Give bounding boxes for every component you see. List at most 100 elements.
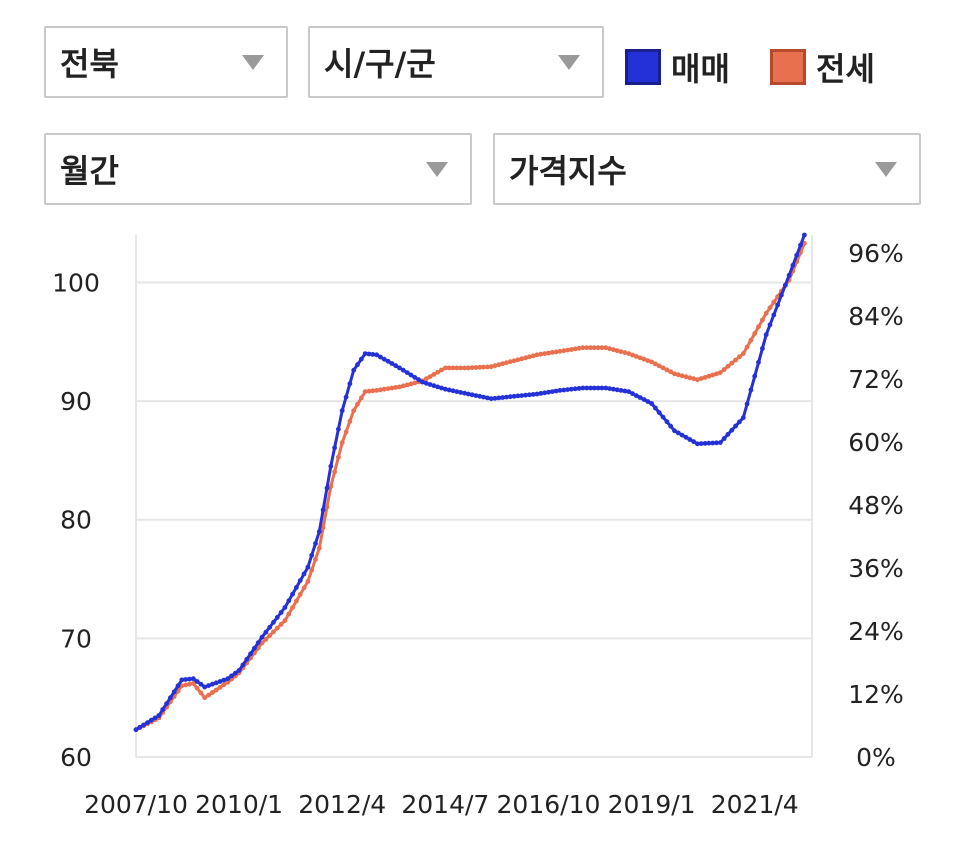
data-point bbox=[515, 393, 521, 399]
data-point bbox=[232, 670, 238, 676]
data-point bbox=[252, 645, 257, 651]
y-tick-label: 80 bbox=[60, 506, 92, 535]
data-point bbox=[591, 385, 597, 391]
data-point bbox=[221, 682, 227, 688]
data-point bbox=[653, 405, 658, 411]
data-point bbox=[316, 529, 322, 534]
data-point bbox=[240, 662, 246, 668]
data-point bbox=[213, 680, 219, 686]
data-point bbox=[527, 392, 532, 398]
legend-item-sale[interactable]: 매매 bbox=[625, 44, 730, 90]
data-point bbox=[286, 598, 292, 604]
data-point bbox=[771, 312, 777, 318]
data-point bbox=[294, 598, 299, 604]
data-point bbox=[465, 365, 471, 371]
data-point bbox=[775, 302, 780, 308]
data-point bbox=[790, 262, 796, 268]
data-point bbox=[297, 592, 303, 597]
data-point bbox=[435, 384, 441, 390]
data-point bbox=[771, 299, 777, 305]
legend-item-jeonse[interactable]: 전세 bbox=[770, 44, 875, 90]
data-point bbox=[305, 564, 311, 570]
data-point bbox=[683, 374, 689, 380]
data-point bbox=[194, 679, 200, 684]
data-point bbox=[397, 365, 402, 371]
data-point bbox=[523, 355, 528, 361]
data-point bbox=[668, 369, 674, 375]
legend-label-jeonse: 전세 bbox=[816, 50, 875, 88]
data-point bbox=[259, 634, 265, 640]
data-point bbox=[202, 684, 208, 690]
data-point bbox=[481, 364, 486, 370]
period-select-value: 월간 bbox=[60, 152, 119, 190]
data-point bbox=[763, 310, 769, 316]
data-point bbox=[225, 676, 231, 682]
data-point bbox=[530, 392, 536, 397]
data-point bbox=[427, 382, 433, 387]
data-point bbox=[454, 389, 460, 394]
data-point bbox=[714, 371, 719, 377]
data-point bbox=[366, 351, 372, 357]
data-point bbox=[316, 545, 322, 551]
data-point bbox=[611, 386, 616, 392]
data-point bbox=[488, 396, 494, 402]
data-point bbox=[595, 385, 601, 391]
data-point bbox=[683, 434, 689, 440]
data-point bbox=[160, 707, 166, 712]
data-point bbox=[324, 485, 330, 491]
data-point bbox=[515, 357, 521, 363]
data-point bbox=[618, 349, 624, 355]
data-point bbox=[446, 365, 452, 371]
data-point bbox=[286, 611, 292, 617]
region-select[interactable]: 전북 bbox=[44, 26, 288, 98]
data-point bbox=[389, 361, 395, 366]
data-point bbox=[633, 354, 639, 359]
metric-select[interactable]: 가격지수 bbox=[493, 133, 921, 205]
data-point bbox=[569, 347, 574, 352]
data-point bbox=[187, 676, 192, 682]
data-point bbox=[626, 389, 632, 394]
data-point bbox=[267, 624, 273, 630]
data-point bbox=[786, 272, 792, 278]
data-point bbox=[645, 399, 651, 404]
data-point bbox=[748, 387, 754, 393]
data-point bbox=[156, 713, 162, 718]
data-point bbox=[580, 385, 586, 391]
data-point bbox=[320, 525, 326, 530]
data-point bbox=[549, 389, 555, 394]
chevron-down-icon bbox=[875, 161, 897, 177]
chevron-down-icon bbox=[242, 54, 264, 70]
data-point bbox=[744, 344, 750, 350]
legend-swatch-jeonse bbox=[770, 49, 806, 85]
period-select[interactable]: 월간 bbox=[44, 133, 472, 205]
data-point bbox=[465, 391, 471, 397]
data-point bbox=[714, 440, 719, 446]
data-point bbox=[572, 346, 578, 352]
data-point bbox=[779, 292, 784, 298]
data-point bbox=[675, 372, 681, 378]
data-point bbox=[190, 681, 196, 686]
data-point bbox=[706, 373, 712, 379]
data-point bbox=[481, 394, 486, 400]
data-point bbox=[672, 428, 677, 434]
data-point bbox=[511, 393, 517, 399]
data-point bbox=[137, 724, 143, 730]
data-point bbox=[660, 365, 666, 371]
district-select[interactable]: 시/구/군 bbox=[308, 26, 604, 98]
data-point bbox=[760, 317, 765, 323]
data-point bbox=[511, 358, 517, 364]
data-point bbox=[744, 401, 750, 407]
data-point bbox=[748, 337, 754, 343]
data-point bbox=[614, 348, 620, 354]
data-point bbox=[301, 571, 307, 577]
data-point bbox=[370, 388, 376, 394]
data-point bbox=[420, 379, 425, 385]
data-point bbox=[733, 357, 738, 363]
data-point bbox=[171, 689, 177, 695]
data-point bbox=[397, 384, 402, 390]
y-tick-label: 70 bbox=[60, 624, 92, 653]
y2-tick-label: 36% bbox=[848, 554, 904, 583]
data-point bbox=[362, 351, 368, 356]
data-point bbox=[614, 387, 620, 393]
data-point bbox=[485, 364, 490, 370]
